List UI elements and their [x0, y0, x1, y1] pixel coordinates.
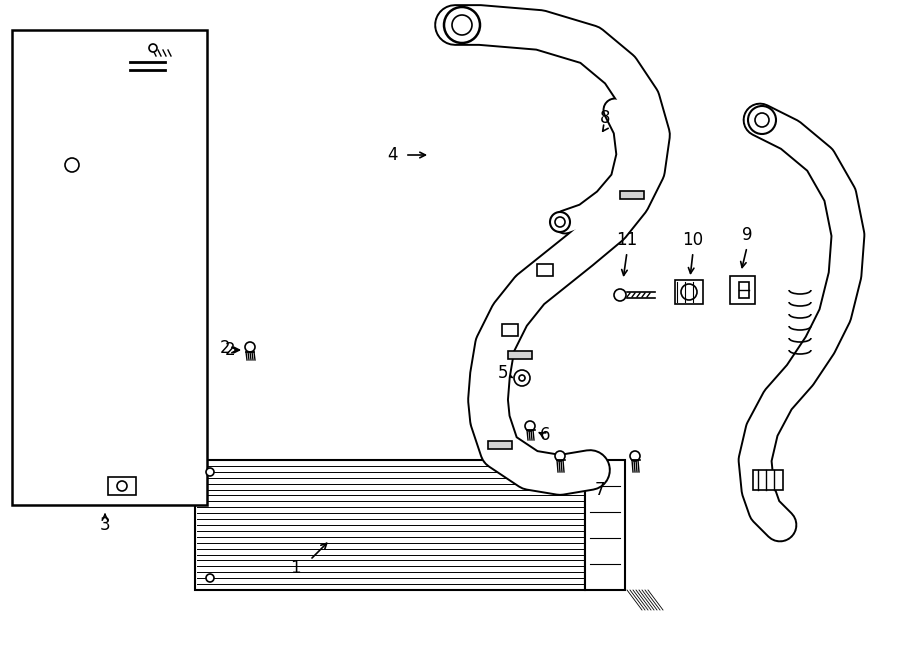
Circle shape	[614, 289, 626, 301]
Text: 2: 2	[225, 341, 235, 359]
Circle shape	[755, 113, 769, 127]
Text: 5: 5	[498, 364, 508, 382]
Text: 3: 3	[100, 516, 111, 534]
Text: 1: 1	[290, 559, 301, 577]
Circle shape	[681, 284, 697, 300]
Text: 8: 8	[599, 109, 610, 127]
Bar	[730, 276, 755, 304]
Text: 9: 9	[742, 226, 752, 244]
Bar	[12, 30, 207, 505]
Text: 4: 4	[387, 146, 397, 164]
Circle shape	[117, 481, 127, 491]
Circle shape	[452, 15, 472, 35]
Text: 11: 11	[616, 231, 637, 249]
Circle shape	[630, 451, 640, 461]
Circle shape	[65, 158, 79, 172]
Circle shape	[206, 468, 214, 476]
Circle shape	[444, 7, 480, 43]
Bar	[753, 470, 783, 490]
Bar	[488, 441, 512, 449]
Text: 10: 10	[682, 231, 704, 249]
Circle shape	[514, 370, 530, 386]
Bar	[195, 460, 585, 590]
Bar	[108, 477, 136, 495]
Circle shape	[149, 44, 157, 52]
Bar	[537, 264, 553, 276]
Bar	[502, 324, 518, 336]
Circle shape	[555, 451, 565, 461]
Text: 2: 2	[220, 339, 230, 357]
Bar	[585, 460, 625, 590]
Text: 6: 6	[540, 426, 550, 444]
Circle shape	[525, 421, 535, 431]
Bar	[739, 282, 749, 298]
Circle shape	[519, 375, 525, 381]
Bar	[675, 280, 703, 304]
Circle shape	[555, 217, 565, 227]
Circle shape	[748, 106, 776, 134]
Circle shape	[245, 342, 255, 352]
Circle shape	[550, 212, 570, 232]
Bar	[620, 191, 644, 199]
Bar	[508, 351, 532, 359]
Circle shape	[206, 574, 214, 582]
Text: 7: 7	[595, 481, 605, 499]
